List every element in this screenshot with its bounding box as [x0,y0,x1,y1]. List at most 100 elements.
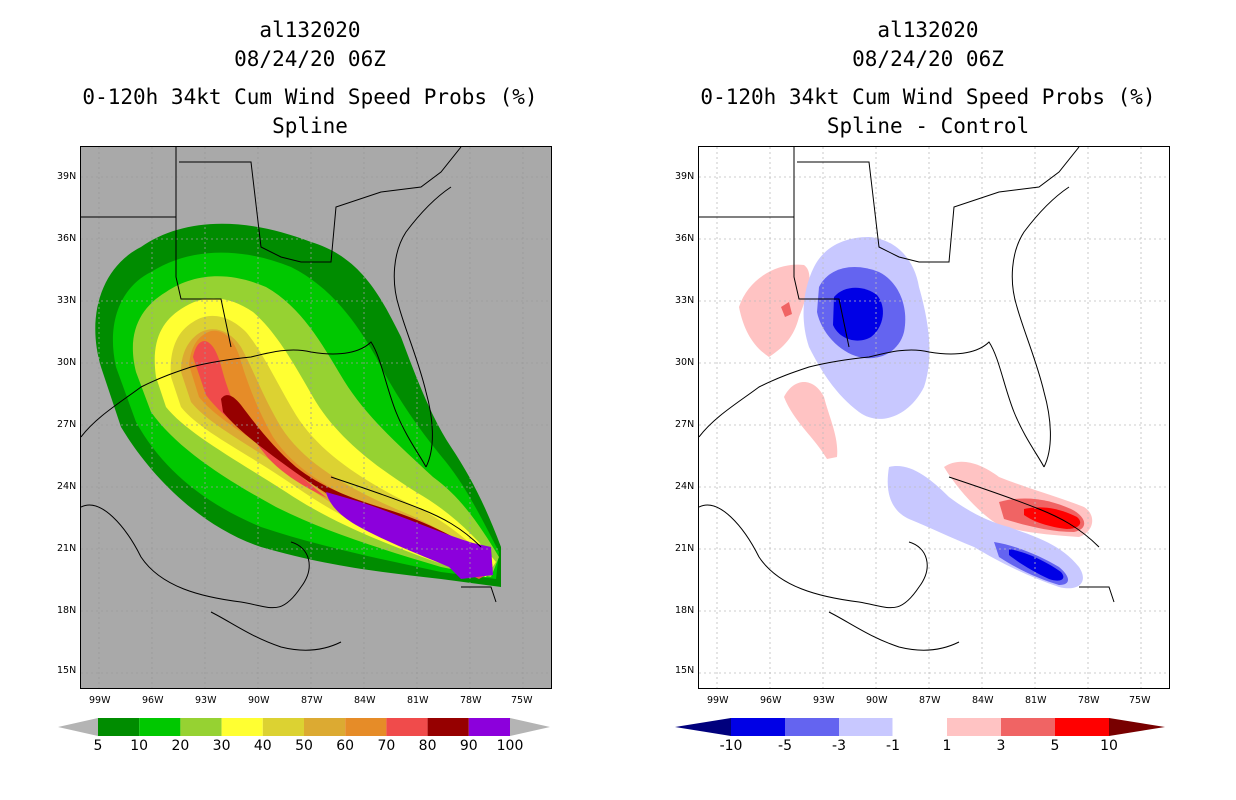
datetime: 08/24/20 06Z [234,47,386,71]
colorbar-low-arrow [675,718,731,736]
colorbar-tick-label: -3 [832,738,846,754]
lon-tick: 84W [972,695,994,706]
colorbar-swatch [947,718,1001,736]
lat-tick: 18N [57,605,77,616]
coastlines [81,147,497,651]
coastlines [699,147,1115,651]
lat-lon-grid [699,147,1169,688]
diff-pos-5-contour [1024,507,1081,529]
colorbar-tick-label: 60 [336,738,355,754]
colorbar-tick-label: 10 [1100,738,1118,754]
colorbar-low-arrow [58,718,98,736]
colorbar-swatch [139,718,181,736]
diff-neg-5-contour-b [1009,549,1064,581]
colorbar-swatch [304,718,346,736]
product-title: 0-120h 34kt Cum Wind Speed Probs (%) [700,85,1156,109]
lat-tick: 15N [675,665,695,676]
lat-tick: 21N [57,543,77,554]
colorbar-tick-label: 10 [130,738,149,754]
difference-colorbar [675,718,1165,736]
lon-tick: 99W [707,695,729,706]
right-panel-title: al132020 08/24/20 06Z 0-120h 34kt Cum Wi… [668,16,1188,141]
lon-tick: 78W [460,695,482,706]
colorbar-tick-label: -5 [778,738,792,754]
lat-tick: 39N [57,171,77,182]
lon-tick: 90W [866,695,888,706]
probability-map [80,146,552,689]
lon-tick: 84W [354,695,376,706]
lat-tick: 27N [675,419,695,430]
colorbar-tick-label: 90 [459,738,478,754]
lat-tick: 30N [675,357,695,368]
lon-tick: 90W [248,695,270,706]
difference-map [698,146,1170,689]
datetime: 08/24/20 06Z [852,47,1004,71]
colorbar-tick-label: 1 [942,738,952,754]
lat-tick: 30N [57,357,77,368]
lat-tick: 33N [675,295,695,306]
diff-pos-1-contour-b [784,382,838,459]
panel-subtitle: Spline - Control [826,114,1030,138]
diff-pos-3-contour [781,302,792,317]
colorbar-tick-label: 80 [418,738,437,754]
colorbar-high-arrow [1109,718,1165,736]
lon-tick: 81W [407,695,429,706]
lon-tick: 87W [919,695,941,706]
colorbar-tick-label: -10 [719,738,743,754]
colorbar-swatch [386,718,428,736]
panel-subtitle: Spline [272,114,348,138]
probability-map-canvas [81,147,551,688]
lat-lon-grid [81,147,551,688]
colorbar-high-arrow [510,718,550,736]
colorbar-swatch [98,718,140,736]
difference-map-canvas [699,147,1169,688]
colorbar-tick-label: 40 [253,738,272,754]
colorbar-tick-label: 100 [496,738,524,754]
lat-tick: 15N [57,665,77,676]
colorbar-tick-label: 3 [996,738,1006,754]
lat-tick: 36N [57,233,77,244]
colorbar-tick-label: 5 [1050,738,1060,754]
colorbar-tick-label: 70 [377,738,396,754]
lon-tick: 96W [760,695,782,706]
lat-tick: 33N [57,295,77,306]
colorbar-swatch [427,718,469,736]
lon-tick: 93W [195,695,217,706]
product-title: 0-120h 34kt Cum Wind Speed Probs (%) [82,85,538,109]
probability-colorbar [58,718,550,736]
colorbar-swatch [345,718,387,736]
colorbar-swatch [1055,718,1109,736]
left-panel-title: al132020 08/24/20 06Z 0-120h 34kt Cum Wi… [50,16,570,141]
storm-id: al132020 [877,18,979,42]
lon-tick: 96W [142,695,164,706]
colorbar-tick-label: 20 [171,738,190,754]
diff-neg-5-contour [833,287,883,341]
lon-tick: 78W [1078,695,1100,706]
prob-80-contour [221,395,489,567]
colorbar-swatch [839,718,893,736]
colorbar-swatch [731,718,785,736]
lon-tick: 87W [301,695,323,706]
lon-tick: 81W [1025,695,1047,706]
colorbar-swatch [221,718,263,736]
colorbar-swatch [892,718,948,736]
colorbar-swatch [180,718,222,736]
lon-tick: 75W [511,695,533,706]
colorbar-swatch [785,718,839,736]
lon-tick: 75W [1129,695,1151,706]
lat-tick: 24N [675,481,695,492]
prob-90-contour [326,492,493,579]
lat-tick: 24N [57,481,77,492]
lat-tick: 39N [675,171,695,182]
colorbar-swatch [262,718,304,736]
lat-tick: 21N [675,543,695,554]
lat-tick: 36N [675,233,695,244]
colorbar-tick-label: -1 [886,738,900,754]
prob-50-contour [181,329,493,577]
colorbar-tick-label: 5 [93,738,103,754]
lat-tick: 27N [57,419,77,430]
storm-id: al132020 [259,18,361,42]
lat-tick: 18N [675,605,695,616]
colorbar-swatch [468,718,510,736]
colorbar-swatch [1001,718,1055,736]
